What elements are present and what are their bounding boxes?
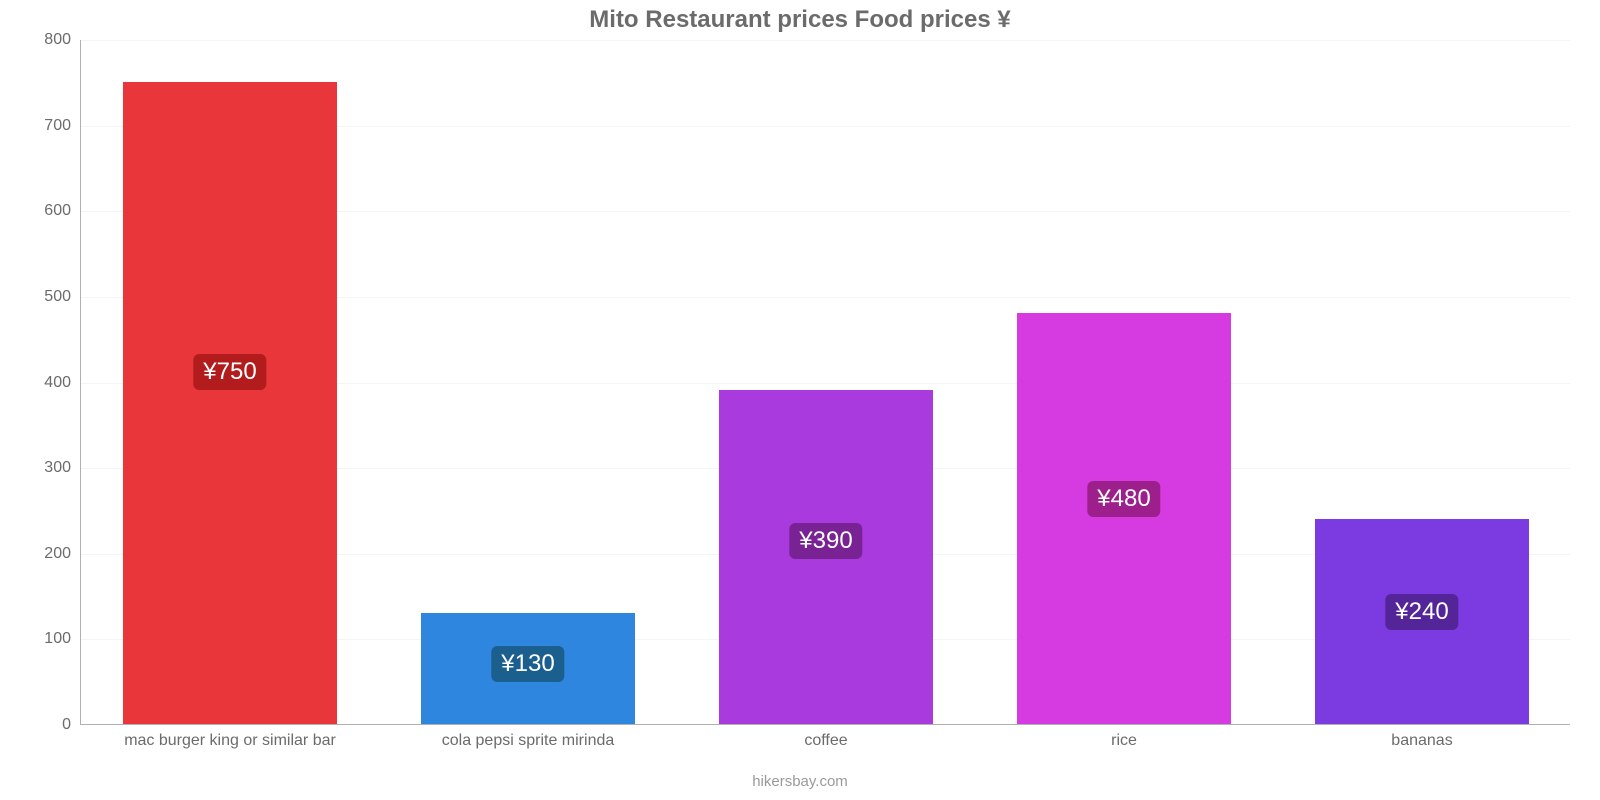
y-tick-label: 400 <box>44 374 81 392</box>
x-category-label: cola pepsi sprite mirinda <box>442 724 615 750</box>
bar <box>1017 313 1232 724</box>
y-tick-label: 600 <box>44 202 81 220</box>
y-tick-label: 700 <box>44 117 81 135</box>
x-category-label: mac burger king or similar bar <box>124 724 336 750</box>
chart-title: Mito Restaurant prices Food prices ¥ <box>0 6 1600 34</box>
bar-value-label: ¥390 <box>789 523 862 559</box>
x-category-label: bananas <box>1391 724 1452 750</box>
y-tick-label: 800 <box>44 31 81 49</box>
bar-value-label: ¥750 <box>193 354 266 390</box>
y-tick-label: 300 <box>44 459 81 477</box>
y-tick-label: 0 <box>62 716 81 734</box>
bar-value-label: ¥480 <box>1087 481 1160 517</box>
bar <box>123 82 338 724</box>
bar-value-label: ¥130 <box>491 646 564 682</box>
y-tick-label: 200 <box>44 545 81 563</box>
y-tick-label: 500 <box>44 288 81 306</box>
x-category-label: rice <box>1111 724 1137 750</box>
bar-value-label: ¥240 <box>1385 594 1458 630</box>
chart-source: hikersbay.com <box>0 773 1600 790</box>
plot-area: 0100200300400500600700800mac burger king… <box>80 40 1570 725</box>
gridline <box>81 40 1570 41</box>
x-category-label: coffee <box>804 724 847 750</box>
y-tick-label: 100 <box>44 630 81 648</box>
